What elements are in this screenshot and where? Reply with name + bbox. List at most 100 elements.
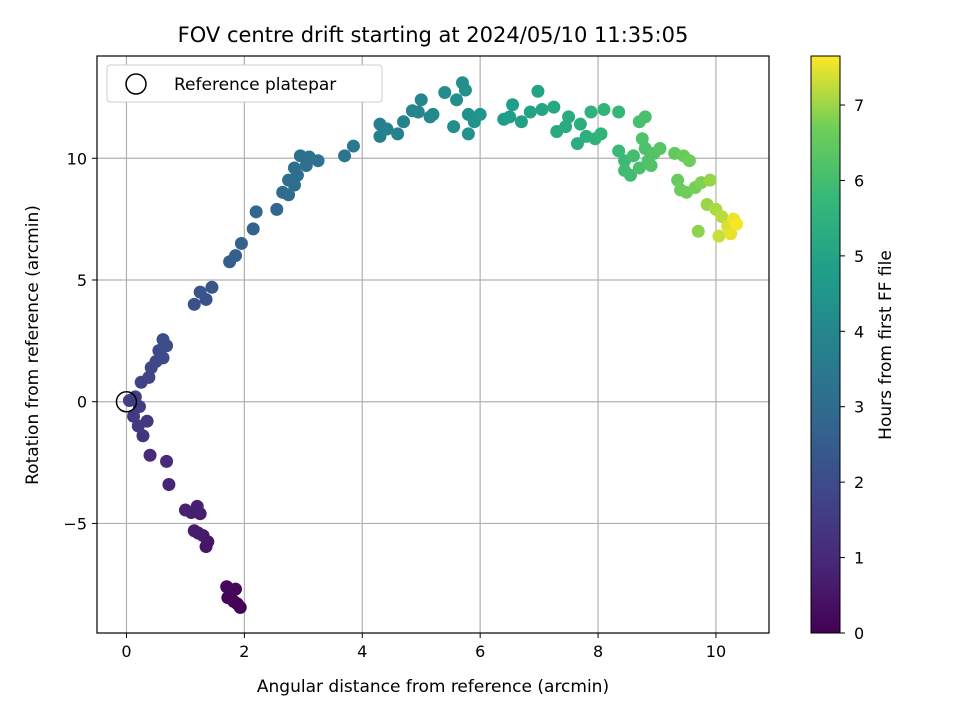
x-tick-label: 10 [706,642,726,661]
data-point [597,103,611,117]
x-tick-label: 0 [121,642,131,661]
data-point [458,83,472,97]
data-point [503,110,517,124]
data-point [635,132,649,146]
data-point [160,454,174,468]
data-point [632,161,646,175]
data-point [249,205,263,219]
data-point [447,120,461,134]
data-point [246,222,260,236]
data-point [187,297,201,311]
plot-frame [96,55,770,634]
data-point [311,154,325,168]
data-point [612,144,626,158]
legend: Reference platepar [106,64,383,103]
data-point [450,93,464,107]
data-point [644,159,658,173]
data-point [414,93,428,107]
data-point [523,105,537,119]
data-point [270,202,284,216]
reference-platepar-marker [115,390,138,413]
data-point [205,280,219,294]
data-point [682,154,696,168]
data-point [282,188,296,202]
x-tick-label: 4 [357,642,367,661]
legend-marker [125,73,147,95]
data-point [547,100,561,114]
data-point [426,107,440,121]
data-point [724,227,738,241]
data-point [584,105,598,119]
colorbar-label: Hours from first FF file [876,250,896,440]
x-tick-label: 8 [593,642,603,661]
data-point [127,409,141,423]
data-point [142,370,156,384]
data-point [703,173,717,187]
data-point [438,86,452,100]
colorbar-tick-label: 1 [854,549,864,568]
data-point [612,105,626,119]
y-tick-label: 0 [77,393,87,412]
data-point [136,429,150,443]
data-point [626,149,640,163]
colorbar-tick-label: 6 [854,171,864,190]
data-point [122,393,136,407]
y-tick-label: 5 [77,271,87,290]
data-point [190,499,204,513]
data-point [562,110,576,124]
legend-box [106,64,383,103]
data-point [712,229,726,243]
data-point [473,107,487,121]
data-point [715,210,729,224]
data-point [730,217,744,231]
colorbar-tick-label: 2 [854,473,864,492]
data-point [193,285,207,299]
data-point [638,110,652,124]
x-axis: 0 2 4 6 8 10 [121,633,726,661]
y-axis-label: Rotation from reference (arcmin) [23,205,43,485]
colorbar-tick-label: 3 [854,398,864,417]
data-points [115,76,744,614]
colorbar-tick-label: 7 [854,96,864,115]
x-tick-label: 2 [239,642,249,661]
x-axis-label: Angular distance from reference (arcmin) [257,677,609,697]
y-tick-label: −5 [63,514,87,533]
data-point [594,127,608,141]
data-point [570,137,584,151]
data-point [220,580,234,594]
data-point [461,127,475,141]
data-point [380,122,394,136]
data-point [156,333,170,347]
data-point [187,524,201,538]
data-point [506,98,520,112]
data-point [143,448,157,462]
colorbar-tick-label: 0 [854,624,864,643]
x-tick-label: 6 [475,642,485,661]
y-axis: −5 0 5 10 [63,149,97,533]
y-tick-label: 10 [67,149,87,168]
data-point [623,168,637,182]
colorbar-tick-label: 4 [854,322,864,341]
data-point [221,591,235,605]
data-point [229,249,243,263]
data-point [391,127,405,141]
legend-label: Reference platepar [174,75,336,95]
data-point [691,224,705,238]
data-point [514,115,528,129]
colorbar-tick-label: 5 [854,247,864,266]
data-point [411,105,425,119]
data-point [178,503,192,517]
data-point [535,103,549,117]
colorbar-ticks: 0 1 2 3 4 5 6 7 [840,96,864,643]
data-point [234,236,248,250]
grid-lines [97,56,769,633]
data-point [287,161,301,175]
data-point [573,117,587,131]
data-point [397,115,411,129]
data-point [131,419,145,433]
data-point [653,142,667,156]
data-point [346,139,360,153]
data-point [531,84,545,98]
colorbar: 0 1 2 3 4 5 6 7 Hours from first FF file [810,55,896,643]
